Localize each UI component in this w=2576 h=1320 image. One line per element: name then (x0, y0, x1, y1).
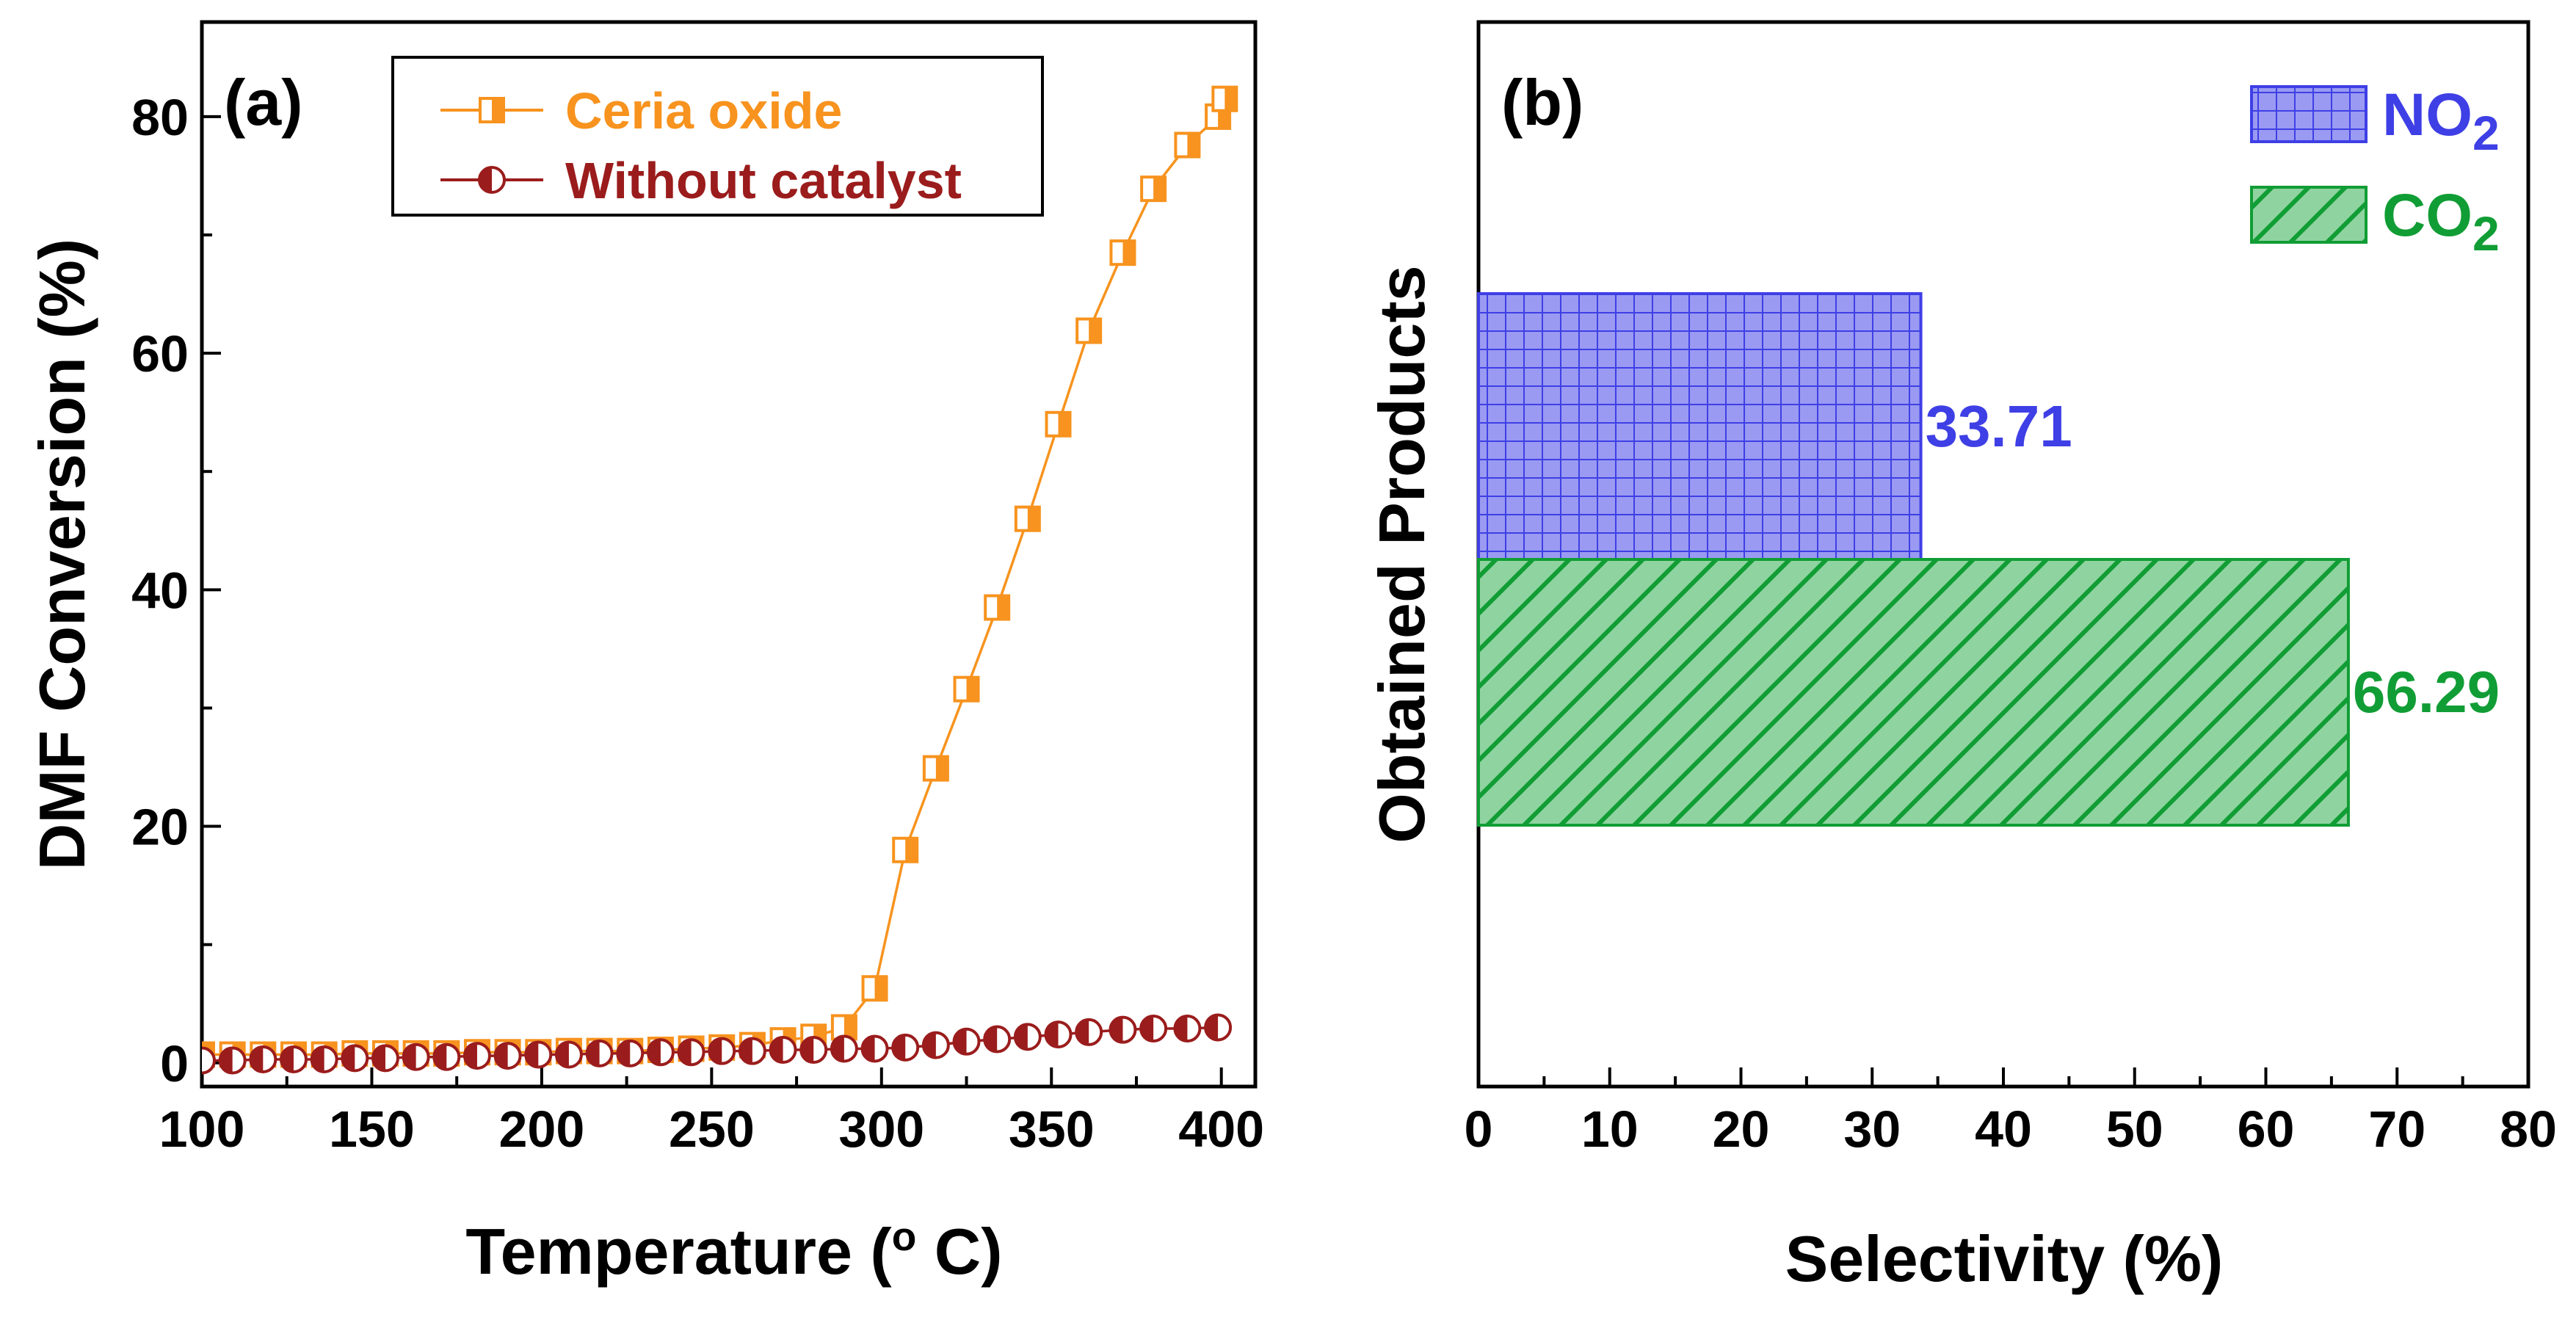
chart-a-data-point (891, 1033, 920, 1062)
chart-a-series-line (202, 98, 1226, 1056)
chart-a-data-point (341, 1044, 369, 1073)
chart-b: (b) 0 10 20 30 40 50 60 70 80 33.71 66.29 Selecti… (1365, 20, 2557, 1295)
chart-a-series-line (202, 1026, 1219, 1062)
chart-a-ticks: 100 150 200 250 300 350 400 0 20 40 60 80 (131, 89, 1264, 1158)
chart-a-data-point (1045, 410, 1072, 438)
chart-a-plot-frame (200, 20, 1258, 1089)
chart-a-data-point (1140, 175, 1167, 203)
chart-b-x-tick-label: 50 (2106, 1100, 2163, 1158)
chart-a-y-tick-label: 60 (131, 325, 189, 382)
chart-b-legend-swatch (2250, 85, 2368, 143)
chart-a-legend-marker (479, 97, 505, 123)
chart-b-y-axis-label: Obtained Products (1365, 265, 1438, 843)
chart-b-x-tick-label: 80 (2500, 1100, 2557, 1158)
chart-a-data-point (861, 975, 888, 1002)
chart-b-x-tick-label: 70 (2368, 1100, 2426, 1158)
chart-b-x-tick-label: 40 (1975, 1100, 2032, 1158)
chart-a-x-tick-label: 200 (499, 1100, 585, 1158)
chart-a-x-tick-label: 400 (1178, 1100, 1264, 1158)
chart-a-data-point (799, 1036, 828, 1065)
chart-b-bar-value-label: 66.29 (2353, 659, 2500, 725)
chart-a-data-point (983, 1025, 1012, 1054)
chart-a-data-point (202, 1046, 216, 1075)
chart-a-data-point (371, 1044, 399, 1073)
chart-a-data-point (953, 675, 980, 703)
chart-a-data-point (524, 1040, 553, 1069)
chart-a-x-tick-label: 350 (1009, 1100, 1095, 1158)
chart-b-legend-label: NO2 (2382, 81, 2500, 160)
chart-a-data-point (1173, 1015, 1202, 1043)
chart-a-data-point (432, 1042, 461, 1071)
chart-a-y-tick-label: 20 (131, 799, 189, 856)
chart-a-data-point (616, 1039, 645, 1067)
chart-a-data-point (830, 1034, 858, 1063)
chart-a-x-tick-label: 100 (159, 1100, 245, 1158)
chart-b-x-tick-label: 60 (2238, 1100, 2295, 1158)
chart-a-x-tick-label: 250 (669, 1100, 755, 1158)
chart-a-y-tick-label: 0 (160, 1035, 189, 1092)
chart-a-data-point (708, 1037, 736, 1065)
chart-a-data-point (249, 1045, 277, 1073)
chart-b-bar (1477, 292, 1923, 561)
chart-b-bar (1477, 558, 2350, 827)
chart-a-series (202, 85, 1238, 1075)
chart-a-data-point (646, 1038, 675, 1067)
chart-b-x-tick-label: 0 (1465, 1100, 1493, 1158)
chart-a-legend-marker (478, 166, 506, 194)
chart-a-data-point (279, 1045, 308, 1073)
chart-a-y-tick-label: 80 (131, 89, 189, 146)
chart-a-data-point (1013, 1023, 1042, 1051)
chart-a-data-point (952, 1027, 981, 1056)
chart-a-data-point (462, 1042, 491, 1070)
chart-b-x-axis-label: Selectivity (%) (1785, 1222, 2224, 1295)
chart-b-legend-swatch (2250, 186, 2368, 244)
chart-a-legend: Ceria oxide Without catalyst (391, 56, 1044, 217)
chart-b-x-tick-label: 10 (1581, 1100, 1639, 1158)
chart-a-data-point (554, 1040, 583, 1069)
chart-a-data-point (1109, 1015, 1137, 1044)
chart-a-data-point (218, 1046, 247, 1075)
chart-a-data-point (984, 594, 1011, 621)
chart-a-data-point (1211, 85, 1238, 112)
chart-a-data-point (1109, 239, 1136, 266)
chart-b-x-tick-label: 30 (1843, 1100, 1901, 1158)
chart-a-x-axis-label: Temperature (o C) (465, 1214, 1002, 1288)
chart-b-bar-value-label: 33.71 (1926, 394, 2072, 459)
chart-a-data-point (769, 1036, 797, 1065)
chart-b-panel-label: (b) (1501, 66, 1583, 139)
chart-b-bars: 33.71 66.29 (1477, 292, 2500, 827)
chart-a-data-point (860, 1034, 889, 1063)
chart-a-data-point (585, 1039, 614, 1067)
chart-a-data-point (310, 1045, 338, 1073)
chart-a-panel-label: (a) (224, 66, 303, 139)
chart-a-y-tick-label: 40 (131, 562, 189, 619)
chart-a-data-point (921, 1031, 950, 1059)
chart-a-data-point (1014, 505, 1041, 532)
chart-b-ticks: 0 10 20 30 40 50 60 70 80 (1465, 1067, 2557, 1158)
chart-a-data-point (1174, 131, 1201, 159)
chart-a-legend-label: Without catalyst (565, 152, 962, 209)
chart-a-x-tick-label: 300 (838, 1100, 924, 1158)
chart-a-data-point (892, 836, 919, 863)
chart-b-x-tick-label: 20 (1713, 1100, 1770, 1158)
chart-a-data-point (677, 1038, 705, 1067)
chart-a-legend-label: Ceria oxide (565, 82, 842, 139)
chart-a-data-point (922, 755, 949, 782)
chart-a-x-tick-label: 150 (329, 1100, 415, 1158)
chart-a-data-point (1075, 1018, 1103, 1046)
chart-a-data-point (493, 1042, 522, 1070)
chart-a-data-point (1139, 1015, 1168, 1043)
chart-a: (a) 100 150 200 250 300 350 400 0 20 40 60 80 Tempe… (26, 20, 1264, 1288)
chart-b-legend-label: CO2 (2382, 182, 2500, 261)
chart-a-y-axis-label: DMF Conversion (%) (26, 239, 98, 870)
chart-a-data-point (1075, 317, 1103, 344)
chart-a-data-point (738, 1037, 766, 1065)
chart-a-data-point (402, 1042, 430, 1071)
chart-a-data-point (1044, 1020, 1073, 1049)
chart-a-data-point (1204, 1013, 1233, 1042)
